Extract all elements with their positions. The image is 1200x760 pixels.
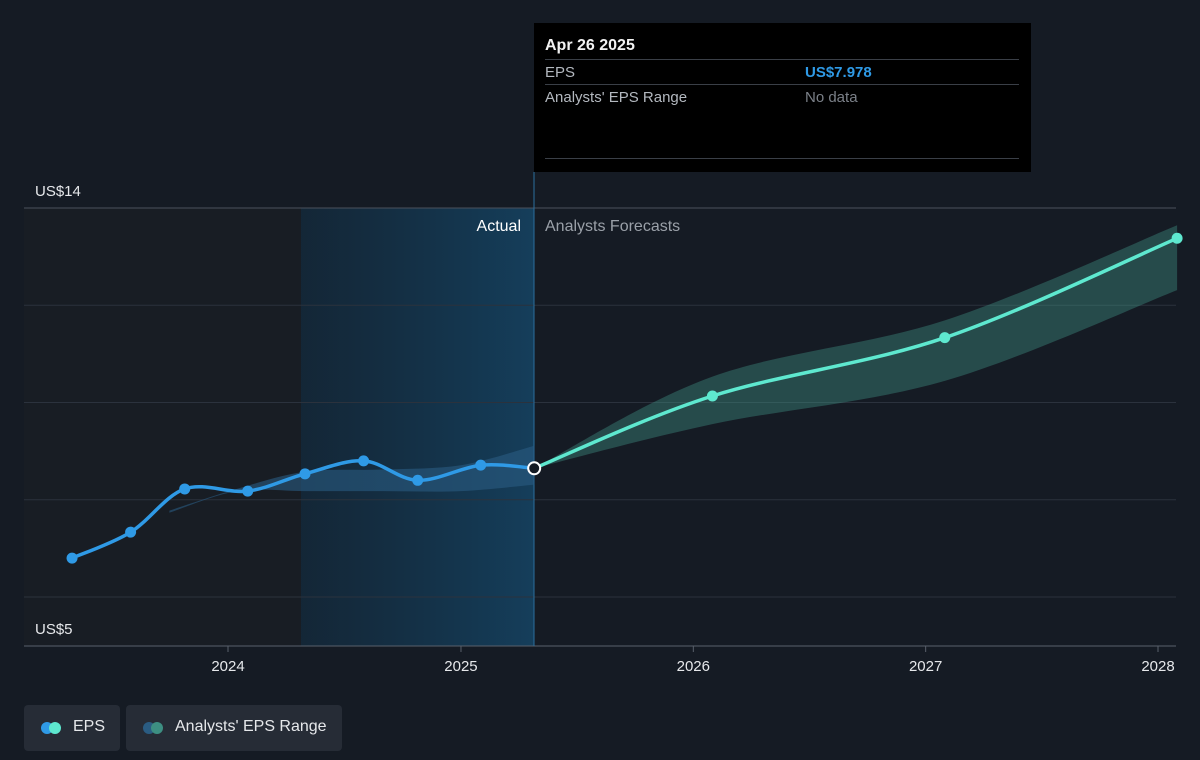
tooltip: Apr 26 2025 EPS US$7.978 Analysts' EPS R… [534, 23, 1031, 172]
highlighted-eps-point [527, 461, 542, 476]
eps-forecast-line [532, 236, 1179, 471]
eps-legend-dot-forecast [49, 722, 61, 734]
actual-highlight-band [301, 208, 534, 646]
actual-label: Actual [477, 218, 521, 235]
legend-eps-label: EPS [73, 718, 106, 735]
x-tick-label: 2026 [677, 658, 710, 675]
eps-actual-point [358, 455, 370, 467]
y-bottom-label: US$5 [35, 621, 73, 638]
past-range-band [169, 445, 535, 513]
tooltip-eps-label: EPS [545, 64, 576, 81]
legend-eps[interactable]: EPS [24, 705, 120, 751]
gridlines [24, 207, 1176, 598]
past-shade [24, 208, 301, 646]
eps-actual-point [179, 483, 191, 495]
tooltip-row-eps: EPS US$7.978 [545, 59, 1019, 85]
range-legend-icon [143, 722, 167, 734]
eps-forecast-point [1171, 232, 1183, 244]
tooltip-range-label: Analysts' EPS Range [545, 89, 688, 106]
forecast-label: Analysts Forecasts [545, 218, 680, 235]
x-tick-label: 2025 [444, 658, 477, 675]
tooltip-row-range: Analysts' EPS Range No data [545, 84, 1019, 110]
legend-eps-range[interactable]: Analysts' EPS Range [126, 705, 342, 751]
x-tick-label: 2024 [211, 658, 244, 675]
forecast-range-band [534, 225, 1178, 469]
tooltip-divider [545, 158, 1019, 159]
eps-actual-point [299, 468, 311, 480]
x-tick-label: 2027 [909, 658, 942, 675]
eps-actual-point [125, 526, 137, 538]
eps-actual-point [475, 459, 487, 471]
eps-forecast-point [706, 390, 718, 402]
eps-points [66, 232, 1183, 564]
tooltip-eps-value: US$7.978 [805, 64, 872, 81]
eps-legend-icon [41, 722, 65, 734]
eps-forecast-point [939, 332, 951, 344]
legend-range-label: Analysts' EPS Range [175, 718, 327, 735]
eps-actual-point [412, 474, 424, 486]
y-top-label: US$14 [35, 183, 81, 200]
x-axis-ticks: 2024 2025 2026 2027 2028 [211, 646, 1175, 675]
eps-actual-point [66, 552, 78, 564]
eps-actual-point [242, 485, 254, 497]
range-bands [169, 225, 1178, 513]
x-tick-label: 2028 [1141, 658, 1174, 675]
tooltip-range-value: No data [805, 89, 858, 106]
tooltip-date: Apr 26 2025 [545, 37, 635, 54]
range-legend-dot-forecast [151, 722, 163, 734]
